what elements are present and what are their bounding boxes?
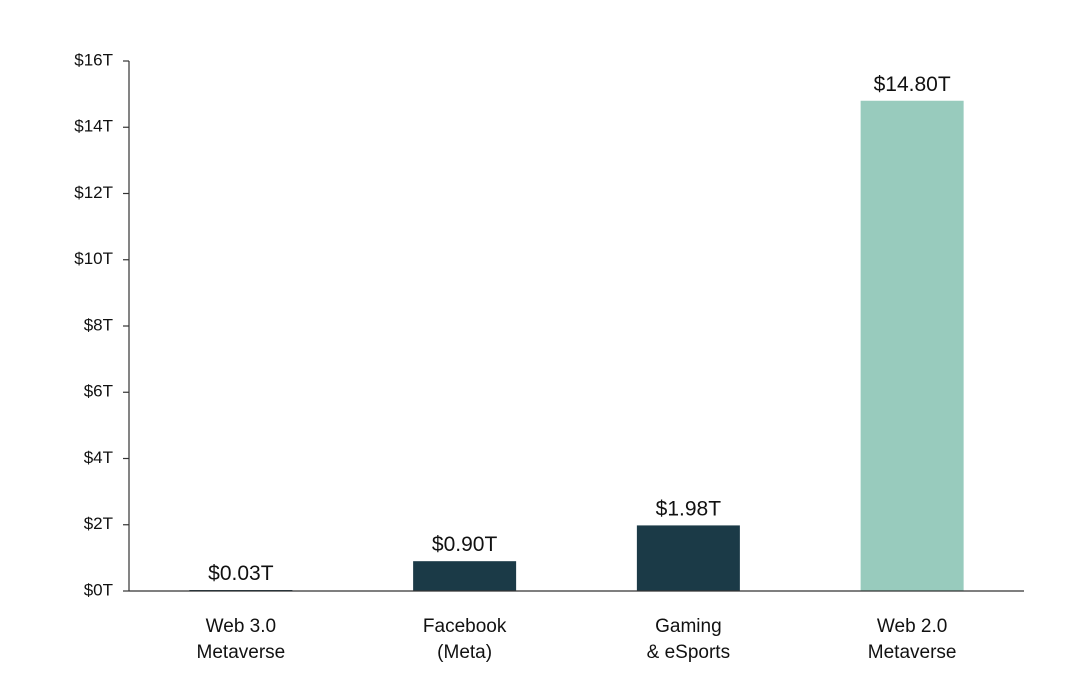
value-labels: $0.03T $0.90T $1.98T $14.80T bbox=[208, 73, 951, 585]
category-label: Gaming & eSports bbox=[647, 616, 730, 663]
bars bbox=[189, 100, 964, 591]
y-axis-ticks: $0T $2T $4T $6T $8T $10T $12T $14T $16T bbox=[74, 50, 129, 599]
y-tick-label: $0T bbox=[84, 580, 113, 599]
bar bbox=[636, 525, 740, 591]
bar-value-label: $0.90T bbox=[432, 533, 498, 556]
y-tick-label: $14T bbox=[74, 117, 113, 136]
category-label: Web 2.0 Metaverse bbox=[868, 616, 957, 663]
bar bbox=[413, 561, 517, 591]
y-tick-label: $4T bbox=[84, 448, 113, 467]
y-tick-label: $6T bbox=[84, 382, 113, 401]
bar bbox=[860, 100, 964, 591]
y-tick-label: $16T bbox=[74, 50, 113, 69]
y-tick-label: $10T bbox=[74, 249, 113, 268]
category-labels: Web 3.0 Metaverse Facebook (Meta) Gaming & eS… bbox=[197, 616, 957, 663]
category-label: Web 3.0 Metaverse bbox=[197, 616, 286, 663]
category-label: Facebook (Meta) bbox=[423, 616, 507, 663]
y-tick-label: $8T bbox=[84, 315, 113, 334]
bar-value-label: $14.80T bbox=[874, 73, 951, 96]
bar-value-label: $1.98T bbox=[656, 497, 722, 520]
y-tick-label: $12T bbox=[74, 183, 113, 202]
bar-value-label: $0.03T bbox=[208, 562, 274, 585]
y-tick-label: $2T bbox=[84, 514, 113, 533]
